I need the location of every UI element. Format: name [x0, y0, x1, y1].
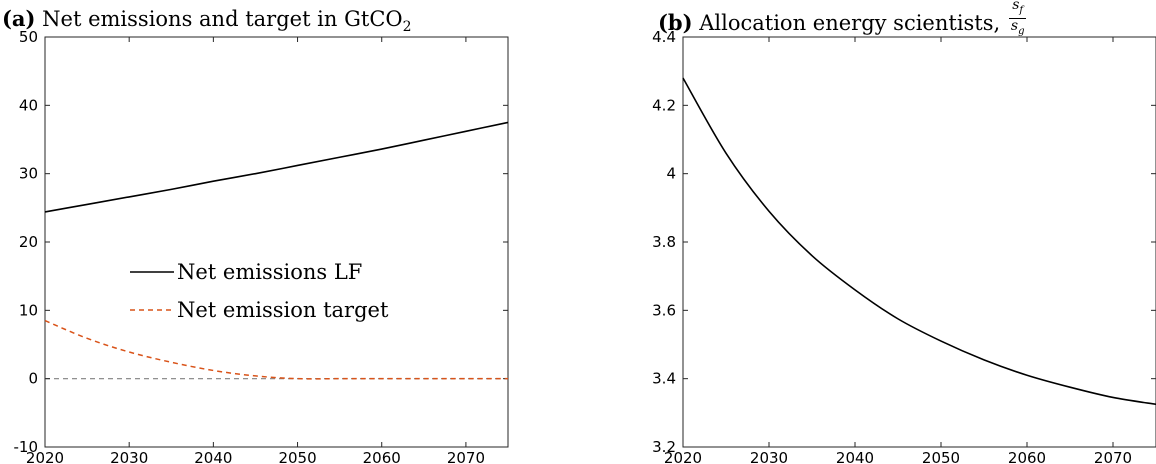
chart-b-x-tick-label: 2070 — [1094, 449, 1132, 464]
chart-a-title-subscript: 2 — [402, 19, 412, 36]
fraction-denominator: s — [1010, 17, 1019, 34]
chart-a-x-tick-label: 2060 — [363, 449, 401, 464]
chart-a-x-tick-label: 2070 — [447, 449, 485, 464]
chart-b-y-tick-label: 4.2 — [652, 96, 676, 114]
chart-b-title-fraction: sf sg — [1008, 0, 1027, 39]
chart-a-legend-label: Net emissions LF — [177, 260, 362, 284]
chart-b-y-tick-label: 3.6 — [652, 301, 676, 319]
chart-a-y-tick-label: -10 — [14, 438, 39, 456]
chart-a-panel-label: (a) — [2, 6, 36, 31]
chart-b-series-line-0 — [682, 77, 1156, 406]
fraction-numerator: s — [1012, 0, 1020, 13]
fraction-numerator-sub: f — [1019, 4, 1024, 16]
chart-a-x-tick-label: 2020 — [26, 449, 64, 464]
chart-b-panel-label: (b) — [658, 9, 693, 35]
chart-b-x-tick-label: 2030 — [750, 449, 788, 464]
chart-b-x-tick-label: 2050 — [922, 449, 960, 464]
chart-a-series-line-0 — [44, 121, 509, 213]
chart-b-y-tick-label: 3.8 — [652, 233, 676, 251]
chart-b-y-tick-label: 3.2 — [652, 438, 676, 456]
chart-a-x-tick-label: 2030 — [110, 449, 148, 464]
chart-b-title: (b) Allocation energy scientists, sf sg — [658, 0, 1027, 45]
chart-a-y-tick-label: 30 — [19, 165, 38, 183]
chart-b-y-tick-label: 4.4 — [652, 28, 676, 46]
chart-a-y-tick-label: 20 — [19, 233, 38, 251]
chart-a-x-tick-label: 2050 — [278, 449, 316, 464]
chart-b-x-tick-label: 2040 — [836, 449, 874, 464]
chart-b-y-tick-label: 4 — [666, 165, 676, 183]
chart-a-y-tick-label: 10 — [19, 301, 38, 319]
chart-b-x-tick-label: 2060 — [1008, 449, 1046, 464]
chart-a-x-tick-label: 2040 — [194, 449, 232, 464]
chart-a-title: (a) Net emissions and target in GtCO2 — [2, 6, 412, 35]
chart-a-title-text: Net emissions and target in GtCO — [42, 7, 403, 31]
chart-a-y-tick-label: 40 — [19, 96, 38, 114]
fraction-denominator-sub: g — [1018, 25, 1025, 37]
chart-b-x-tick-label: 2020 — [664, 449, 702, 464]
chart-a-legend-label: Net emission target — [177, 298, 389, 322]
chart-b-y-tick-label: 3.4 — [652, 370, 676, 388]
chart-a-y-tick-label: 50 — [19, 28, 38, 46]
chart-a-plot-frame — [44, 36, 509, 448]
chart-b-title-text: Allocation energy scientists, — [699, 10, 1007, 35]
chart-a-y-tick-label: 0 — [28, 370, 38, 388]
chart-b-plot-frame — [682, 36, 1156, 448]
chart-a-series-line-1 — [44, 319, 508, 380]
